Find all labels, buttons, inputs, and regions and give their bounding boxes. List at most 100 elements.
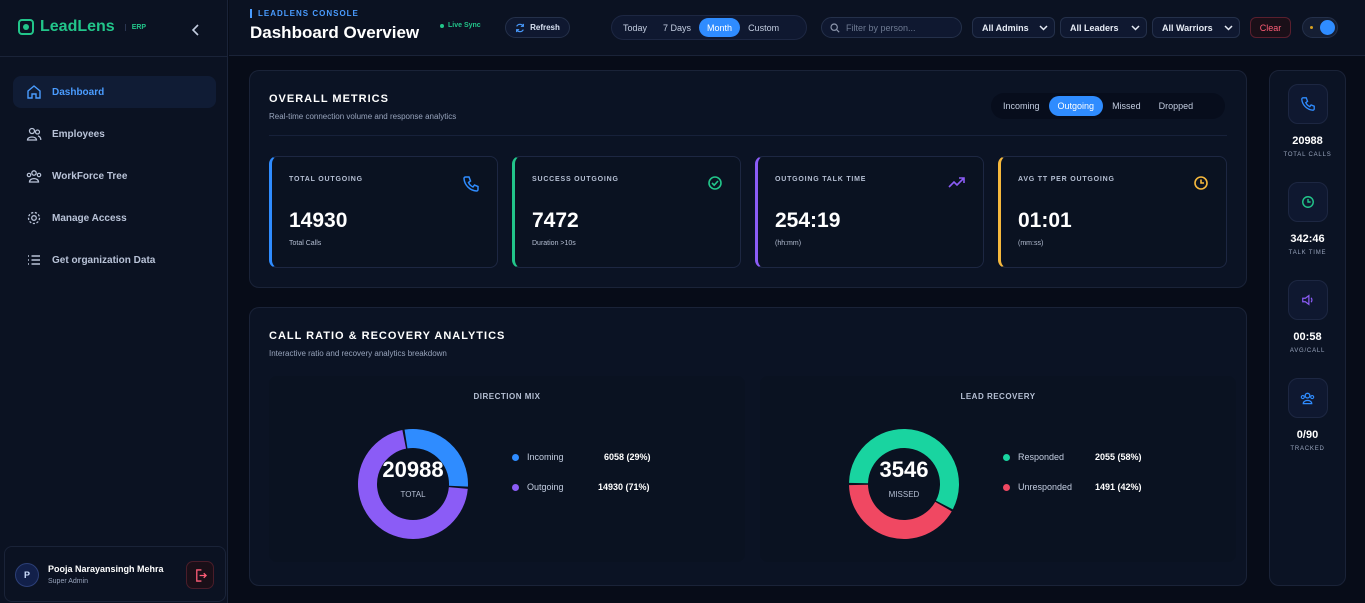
trend-up-icon (948, 177, 965, 188)
user-role: Super Admin (48, 578, 89, 585)
rail-stat-tracked[interactable]: 0/90 TRACKED (1270, 378, 1345, 452)
live-sync-badge: Live Sync (440, 22, 481, 29)
sidebar-item-manage-access[interactable]: Manage Access (13, 202, 216, 234)
list-icon (28, 255, 40, 265)
sidebar-nav: Dashboard Employees WorkForce Tree Manag… (13, 76, 216, 286)
sidebar-item-organization-data[interactable]: Get organization Data (13, 244, 216, 276)
donut-slice-unresponded[interactable] (849, 484, 952, 539)
range-today[interactable]: Today (623, 22, 648, 33)
metric-sub: (hh:mm) (775, 240, 802, 247)
admins-select[interactable]: All Admins (972, 17, 1055, 38)
chevron-left-icon (191, 24, 199, 36)
legend-dot-icon (512, 483, 519, 491)
donut-center-label: TOTAL (400, 490, 426, 499)
legend-outgoing[interactable]: Outgoing 14930 (71%) (512, 482, 650, 492)
refresh-icon (516, 23, 525, 32)
call-type-tabs: Incoming Outgoing Missed Dropped (991, 93, 1225, 119)
metric-value: 14930 (289, 209, 348, 232)
logo[interactable]: LeadLens ERP (18, 18, 146, 36)
tab-missed[interactable]: Missed (1112, 101, 1141, 111)
user-profile: P Pooja Narayansingh Mehra Super Admin (4, 546, 226, 602)
sidebar-item-label: WorkForce Tree (52, 170, 128, 182)
range-month[interactable]: Month (699, 18, 741, 37)
logout-button[interactable] (186, 561, 214, 589)
warriors-select[interactable]: All Warriors (1152, 17, 1240, 38)
sidebar: LeadLens ERP Dashboard Employees WorkFor… (0, 0, 228, 603)
logout-icon (195, 568, 207, 582)
live-dot-icon (440, 23, 444, 28)
card-title: LEAD RECOVERY (960, 392, 1036, 401)
rail-stat-avg-call[interactable]: 00:58 AVG/CALL (1270, 280, 1345, 354)
top-bar: LEADLENS CONSOLE Dashboard Overview Live… (229, 0, 1365, 56)
call-ratio-panel: CALL RATIO & RECOVERY ANALYTICS Interact… (249, 307, 1247, 586)
donut-center-value: 20988 (382, 457, 444, 482)
section-title: OVERALL METRICS (269, 93, 389, 105)
metric-card-avg-tt[interactable]: AVG TT PER OUTGOING 01:01 (mm:ss) (998, 156, 1227, 268)
direction-donut-chart[interactable] (355, 426, 471, 542)
sidebar-item-employees[interactable]: Employees (13, 118, 216, 150)
user-name: Pooja Narayansingh Mehra (48, 564, 164, 574)
person-filter (821, 17, 962, 38)
team-tree-icon (26, 170, 42, 183)
donut-slice-outgoing[interactable] (358, 430, 468, 539)
users-icon (26, 127, 42, 141)
metric-sub: (mm:ss) (1018, 240, 1044, 247)
rail-stat-talk-time[interactable]: 342:46 TALK TIME (1270, 182, 1345, 256)
donut-slice-responded[interactable] (849, 429, 959, 510)
metric-sub: Total Calls (289, 240, 322, 247)
legend-incoming[interactable]: Incoming 6058 (29%) (512, 452, 651, 462)
legend-dot-icon (1003, 483, 1010, 491)
date-range-selector: Today 7 Days Month Custom (611, 15, 807, 40)
search-icon (830, 22, 840, 33)
donut-slice-incoming[interactable] (404, 429, 468, 487)
section-title: CALL RATIO & RECOVERY ANALYTICS (269, 330, 506, 342)
page-title: Dashboard Overview (250, 23, 420, 42)
metric-value: 7472 (532, 209, 579, 232)
recovery-donut-chart[interactable] (846, 426, 962, 542)
donut-center-label: MISSED (888, 490, 920, 499)
metric-card-outgoing-talk-time[interactable]: OUTGOING TALK TIME 254:19 (hh:mm) (755, 156, 984, 268)
phone-icon (463, 176, 479, 192)
console-label: LEADLENS CONSOLE (250, 9, 359, 18)
tab-dropped[interactable]: Dropped (1158, 101, 1194, 111)
legend-responded[interactable]: Responded 2055 (58%) (1003, 452, 1142, 462)
summary-rail: 20988 TOTAL CALLS 342:46 TALK TIME 00:58… (1269, 70, 1346, 586)
avatar[interactable]: P (15, 563, 39, 587)
card-title: DIRECTION MIX (473, 392, 541, 401)
metric-card-success-outgoing[interactable]: SUCCESS OUTGOING 7472 Duration >10s (512, 156, 741, 268)
range-7-days[interactable]: 7 Days (663, 22, 692, 33)
logo-icon (18, 19, 34, 35)
collapse-sidebar-button[interactable] (186, 20, 206, 40)
sidebar-item-label: Dashboard (52, 86, 105, 98)
clock-icon (1194, 176, 1208, 190)
sidebar-item-workforce-tree[interactable]: WorkForce Tree (13, 160, 216, 192)
section-subtitle: Interactive ratio and recovery analytics… (269, 349, 447, 358)
tab-incoming[interactable]: Incoming (1003, 101, 1040, 111)
overall-metrics-panel: OVERALL METRICS Real-time connection vol… (249, 70, 1247, 288)
metric-sub: Duration >10s (532, 240, 576, 247)
check-circle-icon (708, 176, 722, 190)
range-custom[interactable]: Custom (748, 22, 780, 33)
sidebar-item-label: Manage Access (52, 212, 127, 224)
gear-icon (27, 211, 41, 225)
legend-dot-icon (1003, 453, 1010, 461)
direction-mix-card: DIRECTION MIX 20988 TOTAL Incoming 6058 (… (269, 376, 745, 562)
sidebar-item-dashboard[interactable]: Dashboard (13, 76, 216, 108)
theme-toggle[interactable] (1302, 17, 1338, 38)
erp-tag: ERP (124, 23, 146, 31)
chevron-down-icon (1131, 24, 1140, 31)
tab-outgoing[interactable]: Outgoing (1048, 96, 1104, 116)
legend-unresponded[interactable]: Unresponded 1491 (42%) (1003, 482, 1142, 492)
legend-dot-icon (512, 453, 519, 461)
phone-icon (1300, 97, 1315, 111)
rail-stat-total-calls[interactable]: 20988 TOTAL CALLS (1270, 84, 1345, 158)
search-input[interactable] (846, 22, 956, 33)
metric-value: 254:19 (775, 209, 841, 232)
metric-card-total-outgoing[interactable]: TOTAL OUTGOING 14930 Total Calls (269, 156, 498, 268)
refresh-button[interactable]: Refresh (505, 17, 570, 38)
clear-filters-button[interactable]: Clear (1250, 17, 1291, 38)
logo-text: LeadLens (40, 18, 115, 35)
chevron-down-icon (1039, 24, 1048, 31)
metric-value: 01:01 (1018, 209, 1072, 232)
leaders-select[interactable]: All Leaders (1060, 17, 1147, 38)
